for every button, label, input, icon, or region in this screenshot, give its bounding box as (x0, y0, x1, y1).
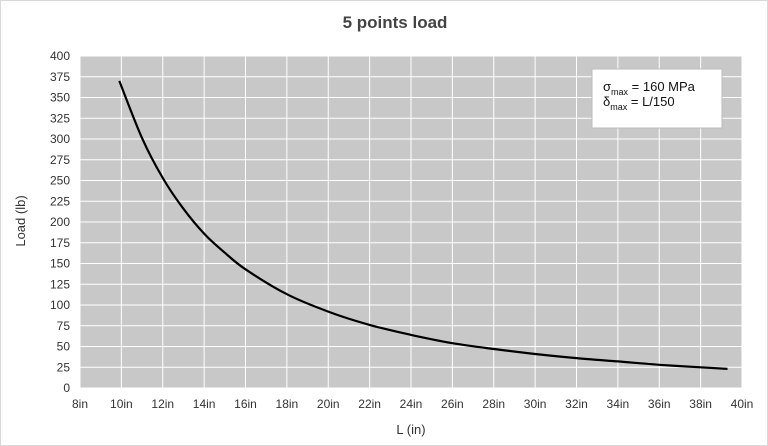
delta-value: = L/150 (627, 94, 674, 109)
y-axis-ticks: 0 25 50 75 100 125 150 175 200 225 250 275 300 325 350… (50, 49, 70, 395)
x-tick-label: 10in (110, 397, 133, 411)
y-tick-label: 175 (50, 236, 70, 250)
y-tick-label: 100 (50, 298, 70, 312)
x-tick-label: 32in (565, 397, 588, 411)
x-tick-label: 8in (72, 397, 88, 411)
y-tick-label: 150 (50, 257, 70, 271)
y-tick-label: 300 (50, 132, 70, 146)
x-tick-label: 26in (441, 397, 464, 411)
x-tick-label: 38in (689, 397, 712, 411)
sigma-value: = 160 MPa (628, 79, 696, 94)
y-tick-label: 0 (63, 381, 70, 395)
annotation-box: σmax = 160 MPa δmax = L/150 (591, 68, 723, 129)
y-tick-label: 350 (50, 91, 70, 105)
x-tick-label: 24in (400, 397, 423, 411)
x-tick-label: 28in (482, 397, 505, 411)
y-tick-label: 400 (50, 49, 70, 63)
load-curve (118, 80, 728, 370)
x-tick-label: 30in (524, 397, 547, 411)
sigma-subscript: max (611, 87, 629, 97)
x-tick-label: 40in (731, 397, 754, 411)
grid-lines (79, 55, 743, 389)
x-tick-label: 36in (648, 397, 671, 411)
y-axis-label: Load (lb) (13, 195, 28, 246)
annotation-line-1: σmax = 160 MPa (603, 79, 696, 97)
y-tick-label: 50 (57, 340, 71, 354)
y-tick-label: 325 (50, 111, 70, 125)
y-tick-label: 200 (50, 215, 70, 229)
sigma-symbol: σ (603, 79, 611, 94)
x-axis-label: L (in) (396, 422, 425, 437)
y-tick-label: 25 (57, 360, 71, 374)
x-tick-label: 14in (193, 397, 216, 411)
y-tick-label: 375 (50, 70, 70, 84)
y-tick-label: 225 (50, 194, 70, 208)
annotation-line-2: δmax = L/150 (603, 94, 675, 112)
y-tick-label: 125 (50, 277, 70, 291)
x-tick-label: 20in (317, 397, 340, 411)
x-tick-label: 12in (151, 397, 174, 411)
chart-title: 5 points load (343, 13, 448, 32)
delta-symbol: δ (603, 94, 610, 109)
y-tick-label: 250 (50, 174, 70, 188)
x-axis-ticks: 8in 10in 12in 14in 16in 18in 20in 22in 24in 26in 2… (72, 397, 753, 411)
delta-subscript: max (610, 102, 628, 112)
x-tick-label: 22in (358, 397, 381, 411)
x-tick-label: 18in (276, 397, 299, 411)
y-tick-label: 75 (57, 319, 71, 333)
y-tick-label: 275 (50, 153, 70, 167)
x-tick-label: 16in (234, 397, 257, 411)
x-tick-label: 34in (607, 397, 630, 411)
